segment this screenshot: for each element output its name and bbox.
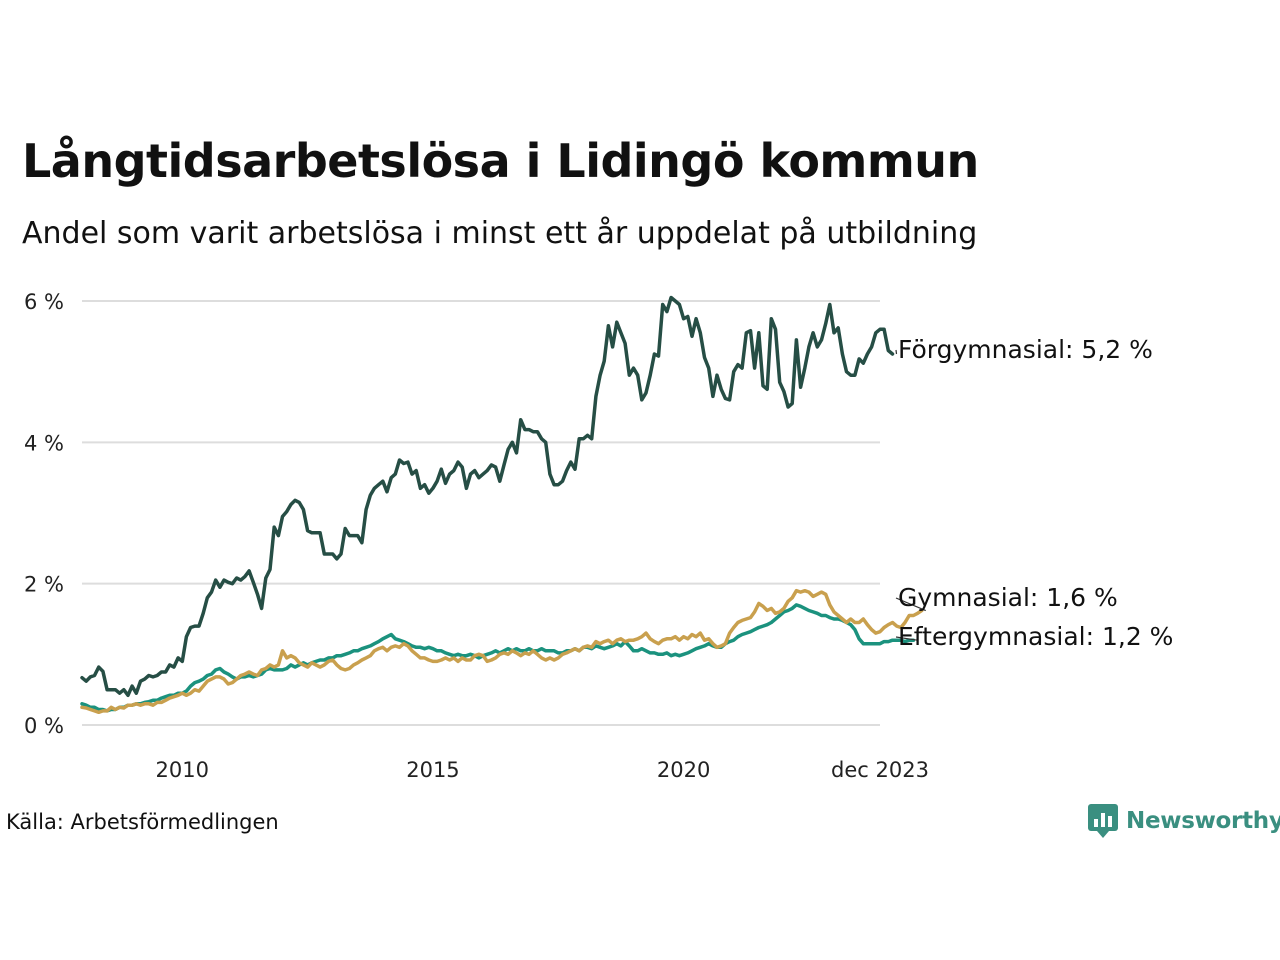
gridlines: [82, 300, 880, 726]
chart-title: Långtidsarbetslösa i Lidingö kommun: [22, 134, 979, 188]
newsworthy-logo-text: Newsworthy: [1126, 808, 1280, 834]
end-labels: Eftergymnasial: 1,2 % Gymnasial: 1,6 % För…: [895, 335, 1173, 651]
end-label-gymnasial: Gymnasial: 1,6 %: [898, 583, 1118, 612]
x-tick-label: 2015: [406, 758, 459, 782]
end-label-leader-eftergymnasial: [895, 636, 918, 641]
x-tick-label: 2010: [156, 758, 209, 782]
y-tick-label: 2 %: [24, 573, 64, 597]
y-axis-ticks: 0 % 2 % 4 % 6 %: [24, 290, 64, 738]
y-tick-label: 0 %: [24, 714, 64, 738]
series-lines: [80, 295, 924, 715]
y-tick-label: 6 %: [24, 290, 64, 314]
x-tick-label: dec 2023: [831, 758, 929, 782]
x-tick-label: 2020: [657, 758, 710, 782]
end-label-leader-gymnasial: [895, 597, 926, 612]
end-label-eftergymnasial: Eftergymnasial: 1,2 %: [898, 622, 1173, 651]
newsworthy-logo[interactable]: Newsworthy: [1088, 804, 1280, 838]
series-line-eftergymnasial: [80, 603, 916, 713]
newsworthy-logo-icon: [1088, 804, 1118, 838]
x-axis-ticks: 2010 2015 2020 dec 2023: [156, 758, 929, 782]
series-line-forgymnasial: [80, 295, 895, 698]
source-note: Källa: Arbetsförmedlingen: [6, 810, 279, 834]
chart-subtitle: Andel som varit arbetslösa i minst ett å…: [22, 216, 978, 251]
y-tick-label: 4 %: [24, 431, 64, 455]
end-label-forgymnasial: Förgymnasial: 5,2 %: [898, 335, 1153, 364]
series-line-gymnasial: [80, 588, 924, 715]
